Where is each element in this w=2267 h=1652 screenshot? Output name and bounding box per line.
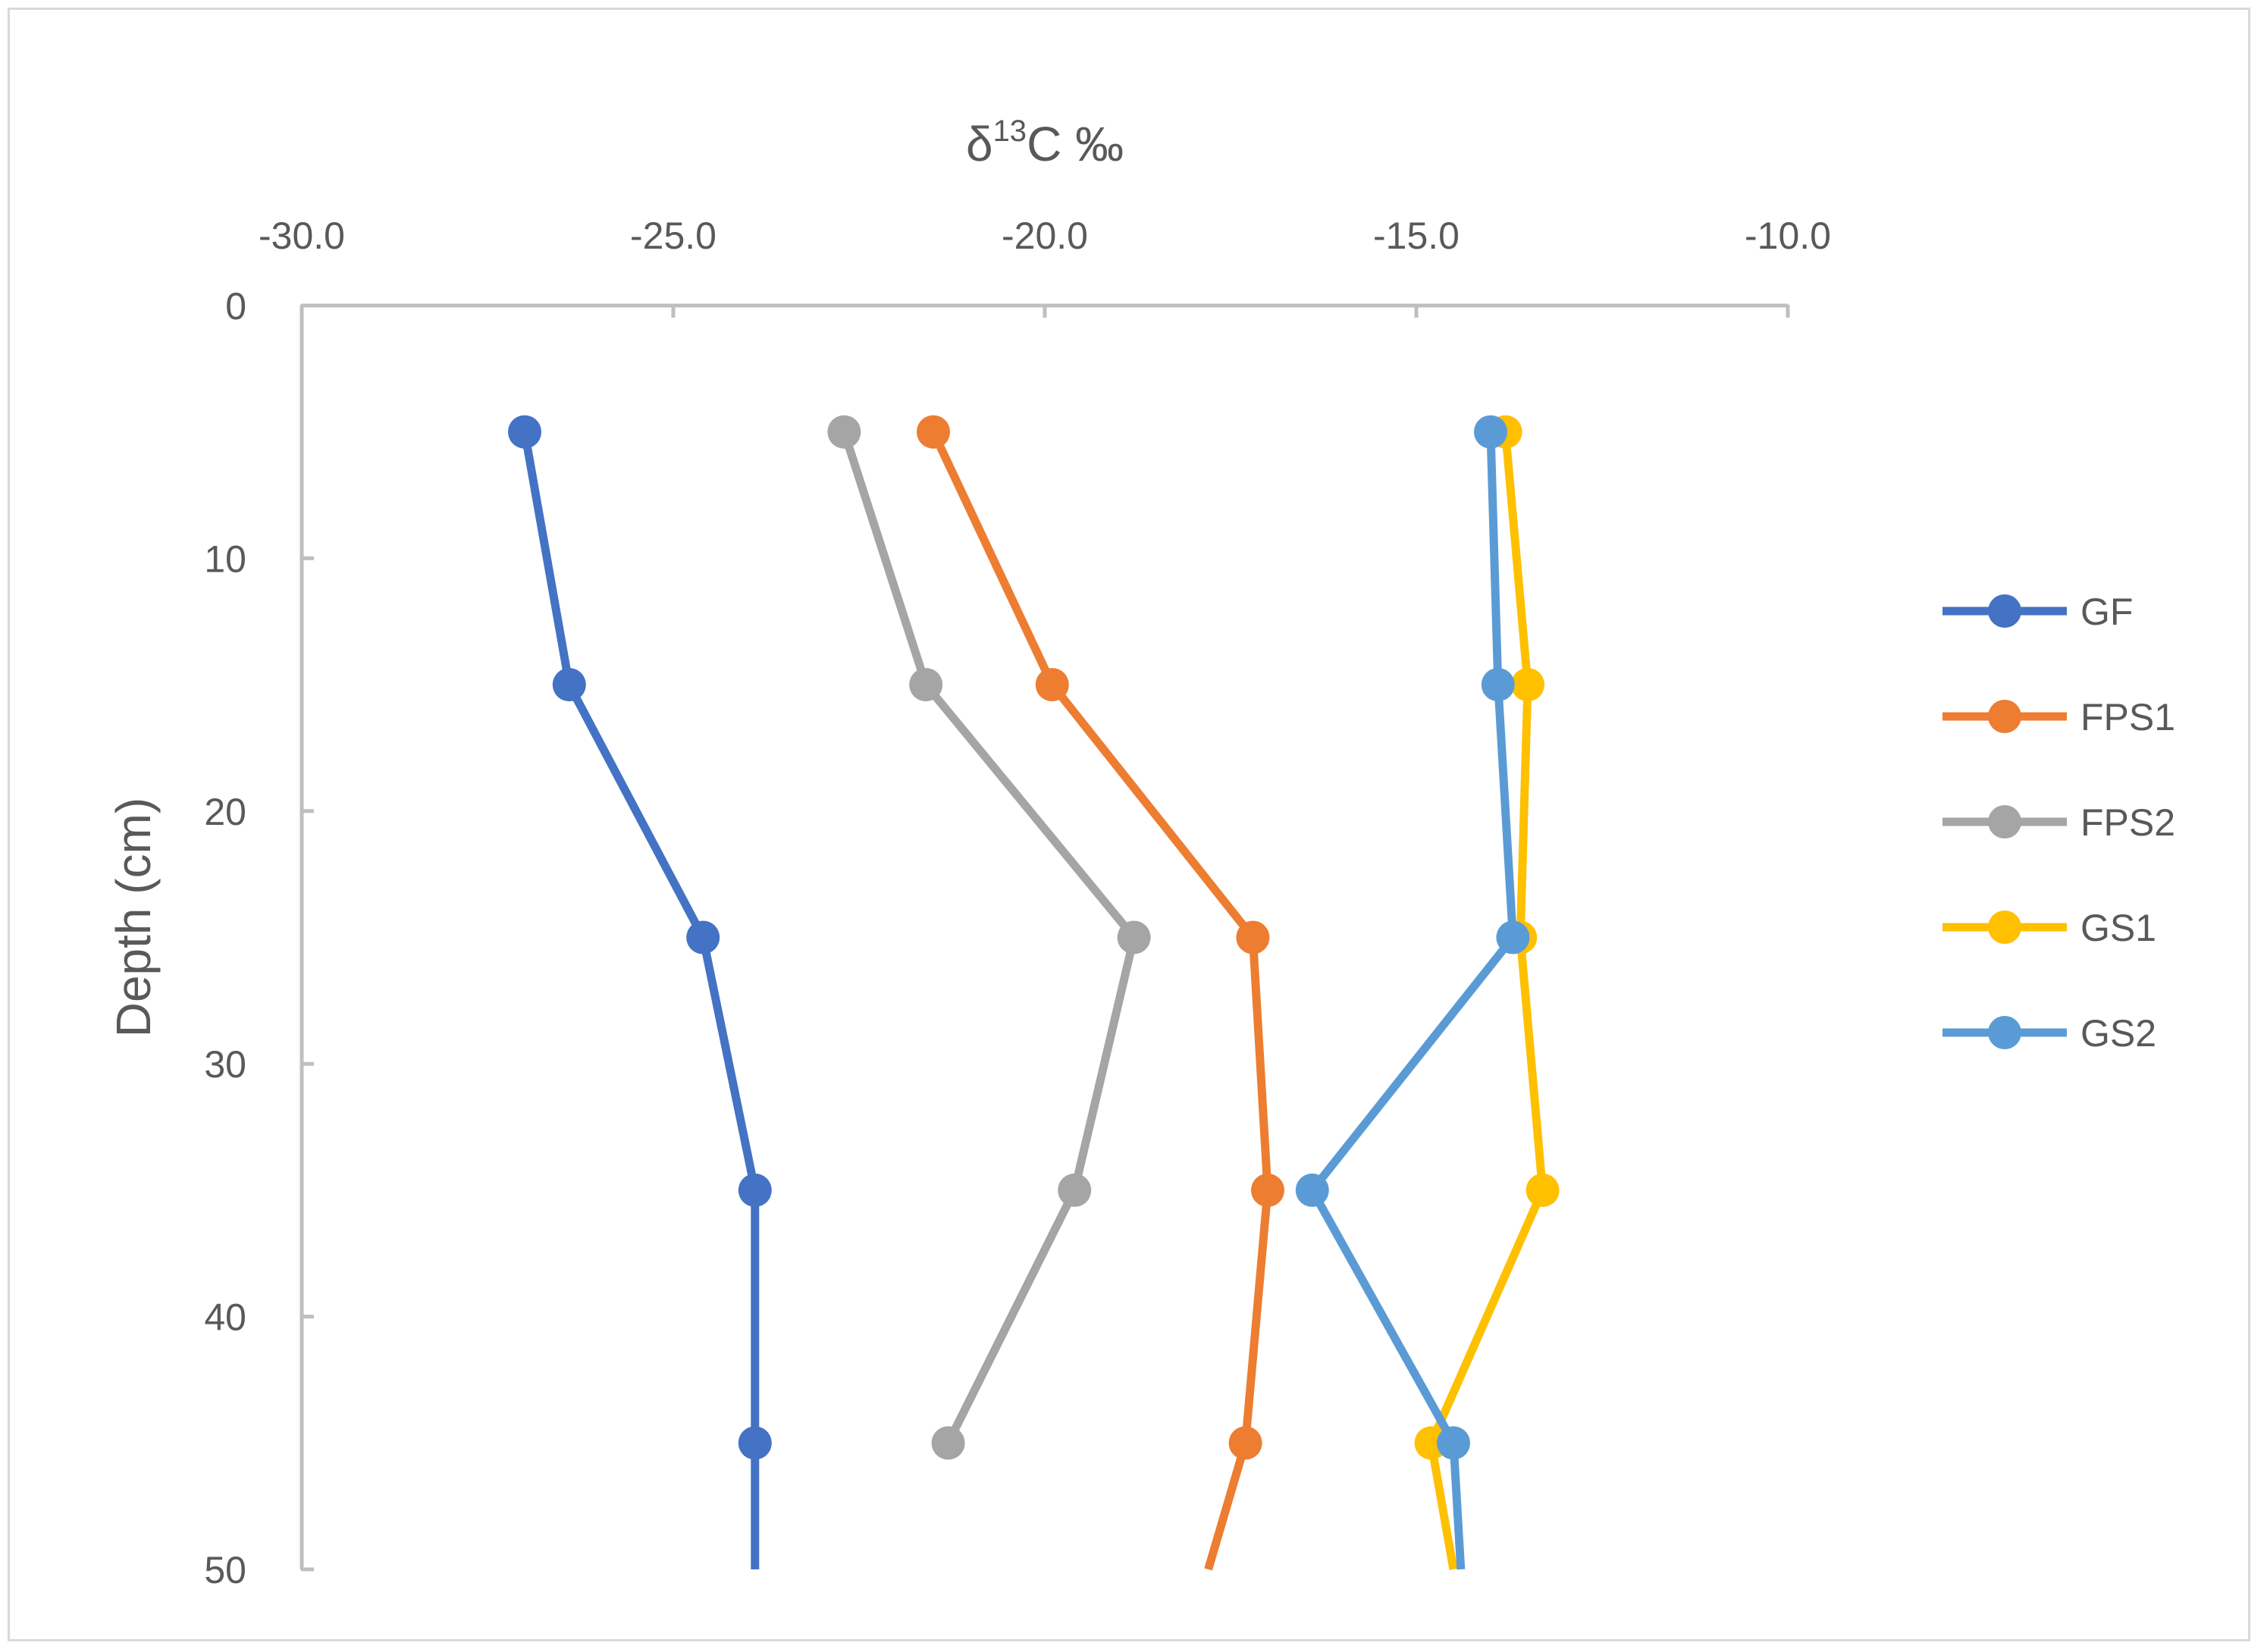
legend-marker xyxy=(1988,911,2021,944)
data-point-gs2 xyxy=(1437,1426,1470,1460)
series-line-fps2 xyxy=(840,431,1139,1445)
legend-label: FPS1 xyxy=(2080,696,2175,738)
data-point-gs2 xyxy=(1481,668,1515,702)
legend-label: GF xyxy=(2080,591,2133,633)
data-point-gs1 xyxy=(1511,668,1544,702)
data-point-fps1 xyxy=(1251,1173,1284,1207)
data-point-fps1 xyxy=(1228,1426,1262,1460)
series-gs1 xyxy=(1414,415,1560,1570)
legend-item-gf: GF xyxy=(1942,591,2133,633)
y-tick-label: 10 xyxy=(204,538,246,580)
data-point-fps1 xyxy=(1035,668,1069,702)
legend-item-gs2: GS2 xyxy=(1942,1012,2156,1055)
data-point-gf xyxy=(738,1426,772,1460)
series-gs2 xyxy=(1295,415,1530,1570)
data-point-gf xyxy=(508,415,541,449)
y-tick-label: 30 xyxy=(204,1043,246,1086)
data-point-fps2 xyxy=(1058,1173,1092,1207)
legend: GF FPS1 FPS2 GS1 GS2 xyxy=(1942,591,2175,1055)
series-gf xyxy=(508,415,772,1569)
y-tick-label: 50 xyxy=(204,1549,246,1591)
data-point-gf xyxy=(738,1173,772,1207)
data-point-gs2 xyxy=(1496,920,1530,955)
series-fps1 xyxy=(917,415,1284,1571)
data-point-fps2 xyxy=(827,415,861,449)
chart-frame xyxy=(8,8,2250,1641)
legend-item-gs1: GS1 xyxy=(1942,907,2156,949)
legend-label: FPS2 xyxy=(2080,801,2175,844)
x-axis-title-sup: 13 xyxy=(993,114,1027,148)
series-layer xyxy=(508,415,1560,1571)
data-point-gf xyxy=(552,668,586,702)
legend-marker xyxy=(1988,700,2021,733)
legend-item-fps2: FPS2 xyxy=(1942,801,2175,844)
data-point-gs2 xyxy=(1474,415,1507,449)
data-point-gs1 xyxy=(1525,1173,1560,1207)
legend-label: GS2 xyxy=(2080,1012,2156,1055)
x-axis-title-prefix: δ xyxy=(966,117,993,171)
axes: -30.0 -25.0 -20.0 -15.0 -10.0 0 10 20 30 40 50 xyxy=(204,215,1831,1591)
legend-marker xyxy=(1988,594,2021,628)
series-line-gs1 xyxy=(1427,431,1547,1570)
legend-label: GS1 xyxy=(2080,907,2156,949)
y-axis-title: Depth (cm) xyxy=(106,798,161,1038)
data-point-fps2 xyxy=(909,668,943,702)
x-tick-label: -10.0 xyxy=(1745,215,1831,257)
x-tick-label: -20.0 xyxy=(1002,215,1088,257)
x-tick-label: -30.0 xyxy=(259,215,345,257)
y-tick-label: 20 xyxy=(204,791,246,833)
series-line-fps1 xyxy=(930,430,1272,1571)
x-axis-title: δ13C ‰ xyxy=(966,114,1124,171)
legend-marker xyxy=(1988,805,2021,839)
data-point-fps1 xyxy=(1236,920,1270,955)
data-point-fps1 xyxy=(917,415,950,449)
series-line-gf xyxy=(520,431,760,1569)
data-point-gf xyxy=(686,920,720,955)
legend-item-fps1: FPS1 xyxy=(1942,696,2175,738)
data-point-fps2 xyxy=(931,1426,965,1460)
y-tick-label: 0 xyxy=(225,285,246,328)
x-axis-title-suffix: C ‰ xyxy=(1027,117,1124,171)
legend-marker xyxy=(1988,1016,2021,1049)
series-line-gs2 xyxy=(1308,431,1517,1570)
y-tick-label: 40 xyxy=(204,1296,246,1339)
series-fps2 xyxy=(827,415,1151,1460)
data-point-fps2 xyxy=(1117,920,1151,955)
data-point-gs2 xyxy=(1295,1173,1329,1207)
x-tick-label: -25.0 xyxy=(630,215,716,257)
x-tick-label: -15.0 xyxy=(1373,215,1460,257)
